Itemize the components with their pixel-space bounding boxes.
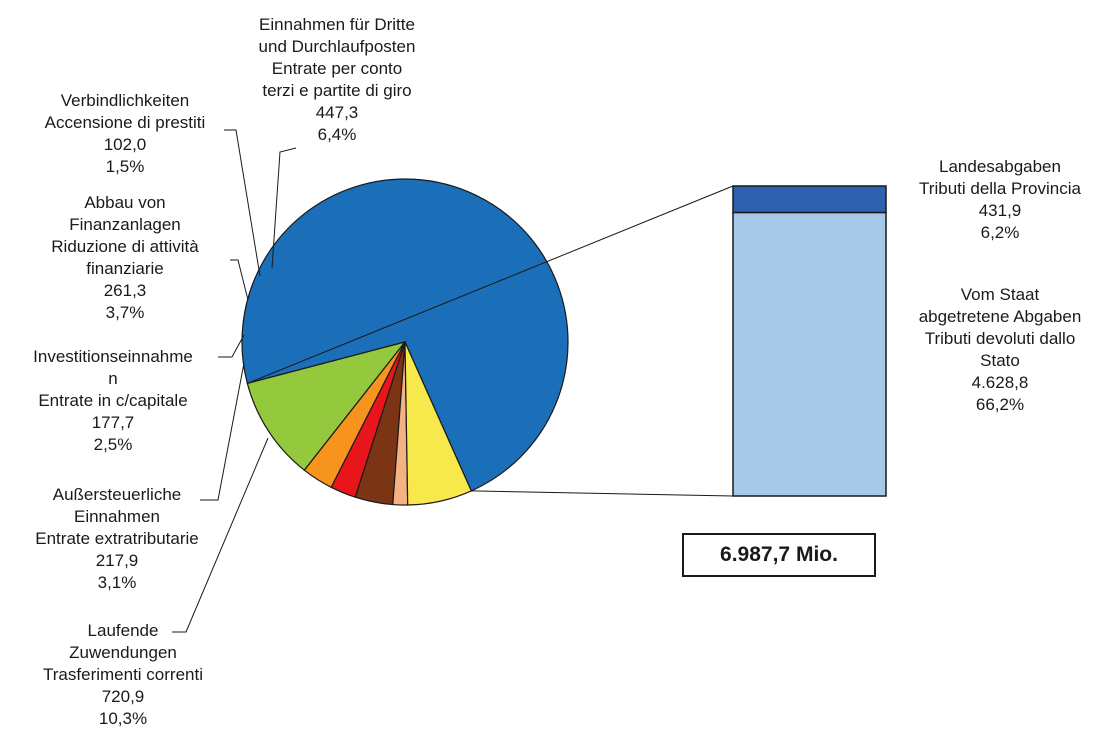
label-value: 102,0 <box>103 135 147 154</box>
pie-slices <box>241 178 569 506</box>
label-line: Einnahmen für Dritte <box>259 15 415 34</box>
label-line: Entrate extratributarie <box>35 529 199 548</box>
label-percent: 3,7% <box>105 303 145 322</box>
label-province: Landesabgaben Tributi della Provincia 43… <box>890 156 1110 244</box>
label-line: Stato <box>980 351 1020 370</box>
pie-slice-current_transfers <box>246 340 407 472</box>
leader-line-current_transfers <box>172 437 269 633</box>
leader-line-extra_tax <box>200 362 245 501</box>
connector-line-bottom <box>471 490 734 497</box>
label-value: 447,3 <box>315 103 359 122</box>
label-line: Entrate per conto <box>271 59 403 78</box>
label-line: Tributi devoluti dallo <box>924 329 1076 348</box>
label-line: Zuwendungen <box>69 643 177 662</box>
connector-line-top <box>247 185 734 384</box>
leader-line-loans <box>224 129 261 277</box>
label-percent: 2,5% <box>93 435 133 454</box>
label-percent: 1,5% <box>105 157 145 176</box>
label-line: Verbindlichkeiten <box>60 91 190 110</box>
label-financial-assets: Abbau von Finanzanlagen Riduzione di att… <box>20 192 230 324</box>
label-line: Tributi della Provincia <box>919 179 1081 198</box>
label-line: Vom Staat <box>960 285 1040 304</box>
label-line: Finanzanlagen <box>69 215 181 234</box>
breakdown-bar <box>732 185 887 497</box>
label-line: terzi e partite di giro <box>262 81 412 100</box>
label-extra-tax: Außersteuerliche Einnahmen Entrate extra… <box>12 484 222 594</box>
leader-lines <box>172 129 297 633</box>
label-line: und Durchlaufposten <box>258 37 416 56</box>
total-label-box: 6.987,7 Mio. <box>682 533 876 577</box>
bar-segment-province <box>732 185 887 214</box>
label-percent: 66,2% <box>975 395 1025 414</box>
label-loans: Verbindlichkeiten Accensione di prestiti… <box>20 90 230 178</box>
pie-slice-third_party <box>404 341 473 506</box>
label-state: Vom Staat abgetretene Abgaben Tributi de… <box>890 284 1110 416</box>
label-line: Außersteuerliche <box>52 485 182 504</box>
label-value: 177,7 <box>91 413 135 432</box>
label-value: 431,9 <box>978 201 1022 220</box>
label-percent: 10,3% <box>98 709 148 728</box>
label-percent: 6,4% <box>317 125 357 144</box>
label-line: abgetretene Abgaben <box>918 307 1082 326</box>
leader-line-third_party <box>271 147 297 269</box>
label-line: Landesabgaben <box>939 157 1061 176</box>
label-line: Laufende <box>87 621 159 640</box>
label-line: Abbau von <box>84 193 166 212</box>
bar-segment-state <box>732 211 887 497</box>
label-current-transfers: Laufende Zuwendungen Trasferimenti corre… <box>18 620 228 730</box>
label-line: n <box>108 369 118 388</box>
label-line: Entrate in c/capitale <box>38 391 188 410</box>
label-percent: 3,1% <box>97 573 137 592</box>
label-value: 261,3 <box>103 281 147 300</box>
label-capital: Investitionseinnahme n Entrate in c/capi… <box>8 346 218 456</box>
label-line: Trasferimenti correnti <box>43 665 203 684</box>
label-value: 4.628,8 <box>971 373 1029 392</box>
leader-line-capital <box>218 334 245 358</box>
total-label: 6.987,7 Mio. <box>720 543 838 566</box>
label-line: Riduzione di attività <box>51 237 199 256</box>
label-line: Einnahmen <box>73 507 160 526</box>
label-line: finanziarie <box>86 259 164 278</box>
label-third-party: Einnahmen für Dritte und Durchlaufposten… <box>232 14 442 146</box>
pie-slice-tax <box>241 178 569 492</box>
leader-line-financial_assets <box>230 259 249 301</box>
label-line: Accensione di prestiti <box>44 113 206 132</box>
label-value: 720,9 <box>101 687 145 706</box>
label-value: 217,9 <box>95 551 139 570</box>
label-percent: 6,2% <box>980 223 1020 242</box>
connector-lines <box>247 185 734 497</box>
label-line: Investitionseinnahme <box>33 347 193 366</box>
